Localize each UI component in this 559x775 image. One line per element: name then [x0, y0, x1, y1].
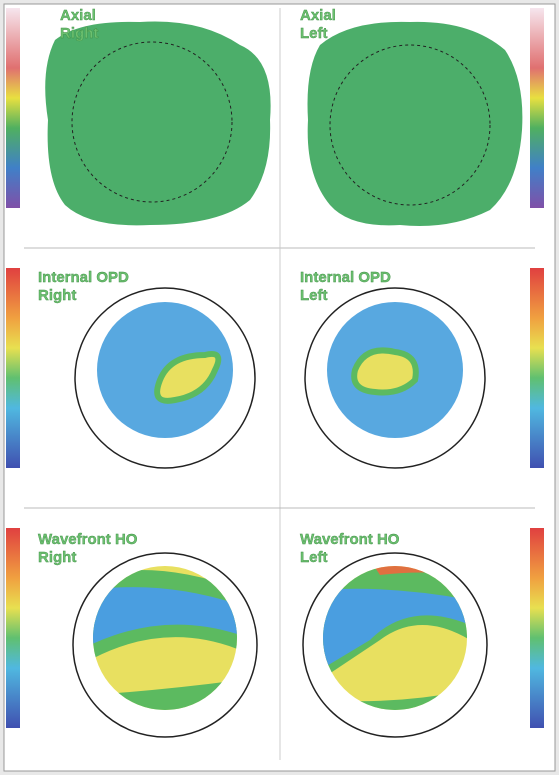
panel-eye: Left — [300, 549, 328, 566]
color-scale — [6, 8, 20, 208]
panel-title: Axial — [300, 7, 336, 24]
report: Axial Right Axial Left Internal OPD Righ… — [0, 0, 559, 775]
panel-title: Internal OPD — [300, 269, 391, 286]
panel-title: Wavefront HO — [38, 531, 138, 548]
panel-eye: Left — [300, 25, 328, 42]
color-scale — [6, 528, 20, 728]
panel-eye: Right — [60, 25, 98, 42]
color-scale — [530, 8, 544, 208]
panel-title: Axial — [60, 7, 96, 24]
color-scale — [6, 268, 20, 468]
axial-map — [45, 21, 270, 225]
panel-title: Wavefront HO — [300, 531, 400, 548]
color-scale — [530, 268, 544, 468]
opd-blob — [354, 350, 416, 392]
panel-eye: Right — [38, 549, 76, 566]
panel-eye: Right — [38, 287, 76, 304]
color-scale — [530, 528, 544, 728]
page: Axial Right Axial Left Internal OPD Righ… — [0, 0, 559, 775]
panel-eye: Left — [300, 287, 328, 304]
panel-title: Internal OPD — [38, 269, 129, 286]
